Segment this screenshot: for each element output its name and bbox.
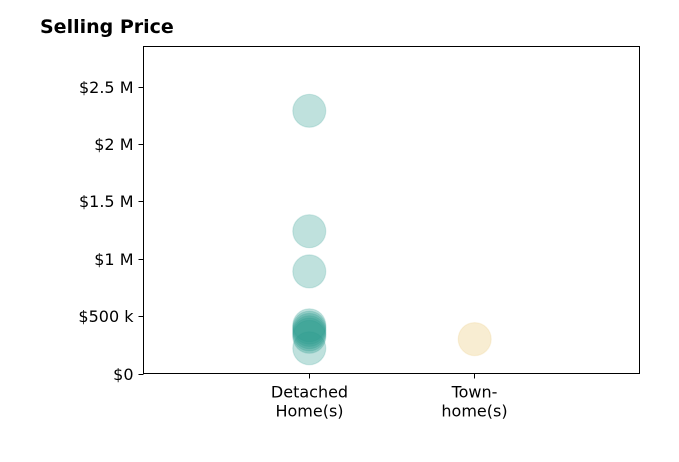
- data-point-0-2: [292, 254, 327, 289]
- data-point-0-4: [292, 310, 327, 345]
- y-tick-label-5: $2.5 M: [79, 78, 134, 97]
- chart-title: Selling Price: [40, 16, 174, 38]
- data-point-0-0: [292, 93, 327, 128]
- data-point-0-3: [292, 308, 327, 343]
- data-point-0-1: [292, 214, 327, 249]
- y-tick-label-1: $500 k: [78, 307, 134, 326]
- y-tick-label-3: $1.5 M: [79, 192, 134, 211]
- x-axis: Detached Home(s) Town-home(s): [271, 373, 508, 421]
- y-tick-label-0: $0: [113, 365, 133, 384]
- data-point-0-6: [292, 315, 327, 350]
- y-tick-label-2: $1 M: [94, 250, 133, 269]
- y-axis: $0 $500 k $1 M $1.5 M $2 M $2.5 M: [78, 78, 144, 384]
- plot-frame: [143, 46, 640, 374]
- data-point-0-5: [292, 312, 327, 347]
- data-point-0-7: [292, 317, 327, 352]
- x-tick-label-0: Detached Home(s): [271, 383, 348, 421]
- data-point-0-9: [292, 331, 327, 366]
- plot-area: [292, 93, 492, 366]
- x-tick-label-1: Town-home(s): [441, 383, 507, 421]
- data-point-0-8: [292, 319, 327, 354]
- data-point-1-0: [457, 322, 492, 357]
- y-tick-label-4: $2 M: [94, 135, 133, 154]
